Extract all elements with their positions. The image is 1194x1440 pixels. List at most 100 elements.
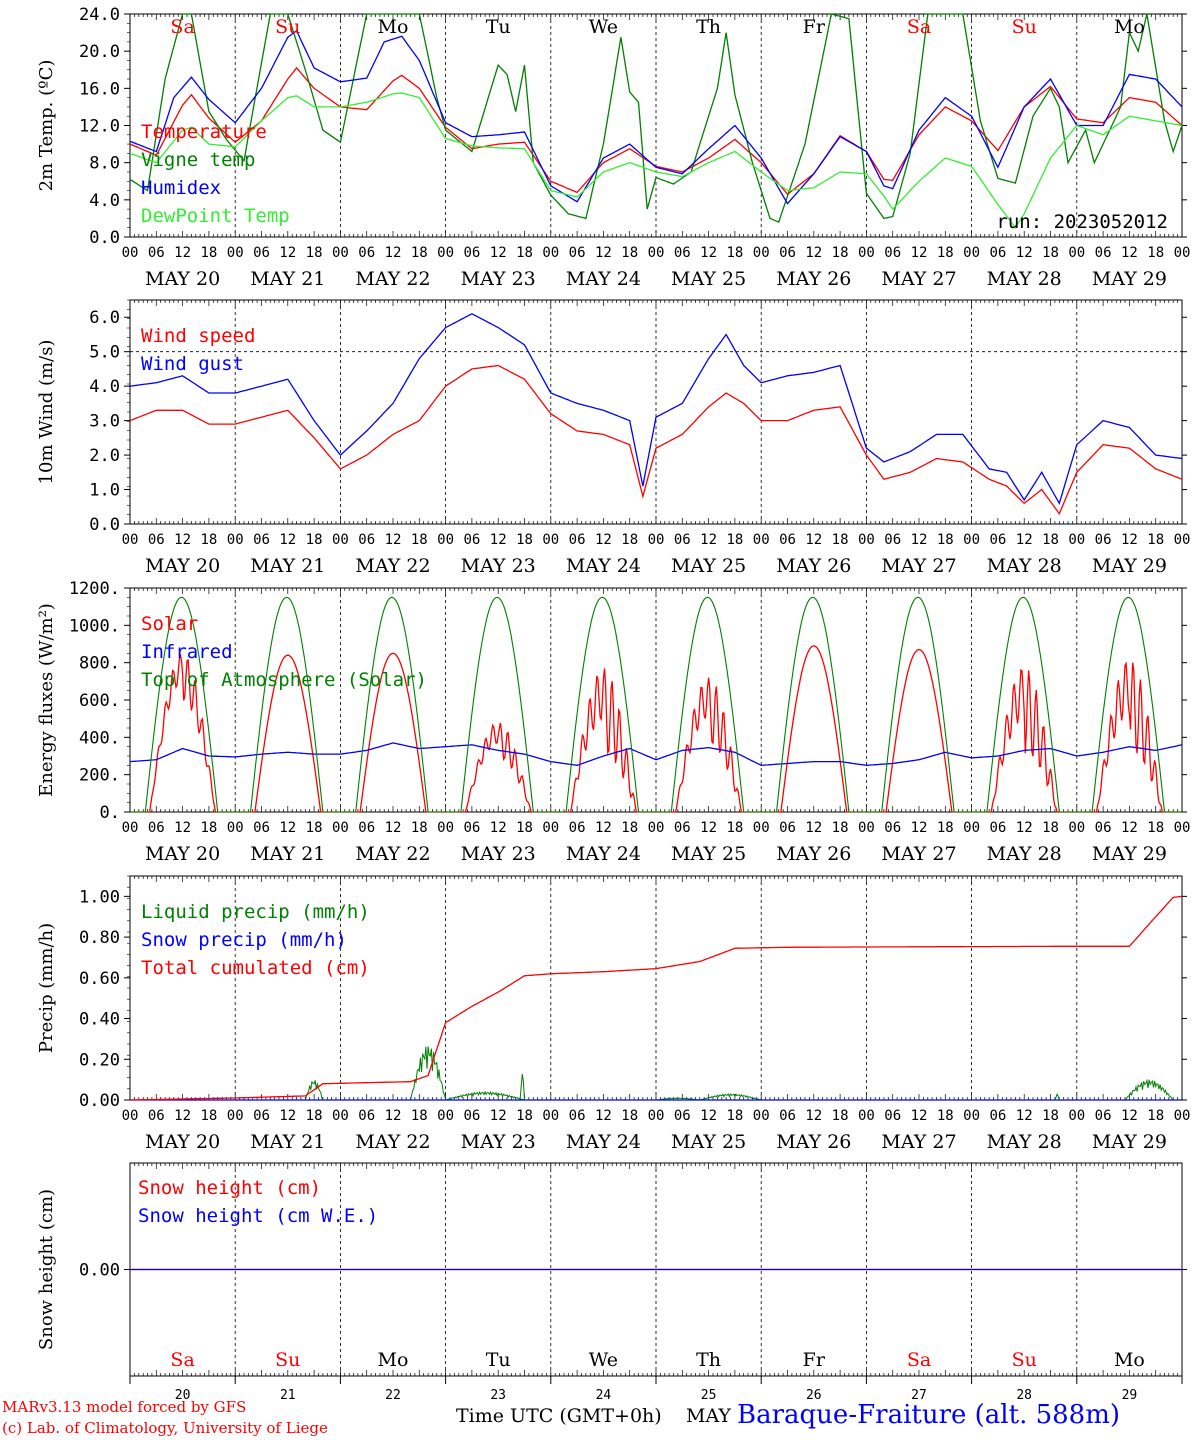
lab-credit: (c) Lab. of Climatology, University of L… xyxy=(2,1419,328,1437)
y-tick-label: 4.0 xyxy=(89,377,120,397)
legend-entry: Humidex xyxy=(141,177,221,199)
y-tick-label: 1000. xyxy=(69,616,120,636)
hour-tick-label: 00 xyxy=(858,245,875,261)
y-tick-label: 12.0 xyxy=(79,117,120,137)
hour-tick-label: 06 xyxy=(884,1108,901,1124)
weekday-label-top: Mo xyxy=(378,16,409,38)
y-axis-label: 10m Wind (m/s) xyxy=(36,340,57,485)
day-label: MAY 28 xyxy=(987,1131,1062,1153)
y-tick-label: 0.80 xyxy=(79,928,120,948)
hour-ticks xyxy=(129,876,1183,1100)
hour-tick-label: 18 xyxy=(1042,245,1059,261)
day-label: MAY 20 xyxy=(145,1131,220,1153)
day-label: MAY 22 xyxy=(355,555,430,577)
weekday-label-bottom: Sa xyxy=(907,1349,931,1371)
hour-tick-label: 12 xyxy=(490,532,507,548)
day-label: MAY 23 xyxy=(461,268,536,290)
hour-tick-label: 00 xyxy=(1068,1108,1085,1124)
legend-entry: Temperature xyxy=(141,121,267,143)
hour-tick-label: 12 xyxy=(279,820,296,836)
y-axis-label: Snow height (cm) xyxy=(36,1189,57,1350)
y-axis-label: Energy fluxes (W/m²) xyxy=(36,603,57,797)
hour-tick-label: 00 xyxy=(437,820,454,836)
day-number: 21 xyxy=(280,1388,296,1403)
hour-ticks xyxy=(129,300,1183,524)
legend-entry: Vigne temp xyxy=(141,149,255,171)
hour-tick-label: 00 xyxy=(1174,245,1191,261)
hour-tick-label: 18 xyxy=(726,1108,743,1124)
hour-tick-label: 18 xyxy=(937,1108,954,1124)
hour-tick-label: 18 xyxy=(1042,820,1059,836)
hour-tick-label: 18 xyxy=(306,820,323,836)
legend-entry: Total cumulated (cm) xyxy=(141,957,370,979)
hour-tick-label: 06 xyxy=(569,532,586,548)
hour-tick-label: 12 xyxy=(911,245,928,261)
hour-tick-label: 06 xyxy=(989,532,1006,548)
hour-tick-label: 18 xyxy=(411,820,428,836)
day-label: MAY 27 xyxy=(881,843,956,865)
day-label: MAY 20 xyxy=(145,843,220,865)
legend-entry: DewPoint Temp xyxy=(141,205,290,227)
y-tick-label: 400. xyxy=(79,728,120,748)
hour-tick-label: 06 xyxy=(1095,1108,1112,1124)
hour-tick-label: 18 xyxy=(1042,532,1059,548)
day-number: 28 xyxy=(1016,1388,1032,1403)
hour-tick-label: 00 xyxy=(227,245,244,261)
weekday-label-bottom: Su xyxy=(1012,1349,1037,1371)
hour-tick-label: 18 xyxy=(516,1108,533,1124)
hour-tick-label: 00 xyxy=(542,1108,559,1124)
hour-tick-label: 12 xyxy=(490,1108,507,1124)
weekday-label-top: Sa xyxy=(170,16,194,38)
hour-tick-label: 18 xyxy=(516,820,533,836)
hour-tick-label: 06 xyxy=(884,245,901,261)
legend-entry: Wind speed xyxy=(141,325,255,347)
hour-tick-label: 12 xyxy=(700,532,717,548)
hour-tick-label: 06 xyxy=(1095,820,1112,836)
hour-tick-label: 00 xyxy=(648,1108,665,1124)
hour-tick-label: 00 xyxy=(1174,1108,1191,1124)
y-tick-label: 800. xyxy=(79,654,120,674)
y-tick-label: 2.0 xyxy=(89,446,120,466)
hour-tick-label: 18 xyxy=(1042,1108,1059,1124)
hour-tick-label: 00 xyxy=(1068,245,1085,261)
hour-tick-label: 12 xyxy=(385,1108,402,1124)
hour-tick-label: 00 xyxy=(1068,532,1085,548)
hour-tick-label: 12 xyxy=(595,820,612,836)
hour-tick-label: 00 xyxy=(437,245,454,261)
y-tick-label: 200. xyxy=(79,766,120,786)
hour-tick-label: 00 xyxy=(753,245,770,261)
hour-tick-label: 00 xyxy=(1174,532,1191,548)
y-axis-label: Precip (mm/h) xyxy=(36,923,57,1053)
day-label: MAY 29 xyxy=(1092,268,1167,290)
hour-tick-label: 06 xyxy=(674,820,691,836)
day-label: MAY 29 xyxy=(1092,555,1167,577)
day-label: MAY 21 xyxy=(250,1131,325,1153)
time-axis-label: Time UTC (GMT+0h) xyxy=(456,1405,662,1427)
hour-tick-label: 06 xyxy=(148,820,165,836)
run-label: run: 2023052012 xyxy=(996,211,1168,233)
day-label: MAY 23 xyxy=(461,1131,536,1153)
y-tick-label: 0.00 xyxy=(79,1261,120,1281)
hour-tick-label: 12 xyxy=(700,1108,717,1124)
hour-tick-label: 06 xyxy=(148,245,165,261)
y-tick-label: 0.60 xyxy=(79,969,120,989)
day-label: MAY 24 xyxy=(566,843,641,865)
series-line-total-cumulated-cm- xyxy=(130,895,1183,1101)
hour-tick-label: 06 xyxy=(358,820,375,836)
weekday-label-bottom: Th xyxy=(696,1349,721,1371)
hour-tick-label: 06 xyxy=(569,1108,586,1124)
hour-tick-label: 06 xyxy=(989,1108,1006,1124)
hour-tick-label: 06 xyxy=(884,532,901,548)
hour-tick-label: 18 xyxy=(832,820,849,836)
hour-tick-label: 06 xyxy=(463,1108,480,1124)
day-label: MAY 26 xyxy=(776,1131,851,1153)
hour-tick-label: 12 xyxy=(385,532,402,548)
hour-tick-label: 00 xyxy=(963,245,980,261)
hour-tick-label: 06 xyxy=(253,1108,270,1124)
hour-tick-label: 12 xyxy=(911,532,928,548)
hour-tick-label: 00 xyxy=(122,1108,139,1124)
day-number: 23 xyxy=(490,1388,506,1403)
hour-tick-label: 12 xyxy=(174,532,191,548)
hour-tick-label: 12 xyxy=(174,820,191,836)
